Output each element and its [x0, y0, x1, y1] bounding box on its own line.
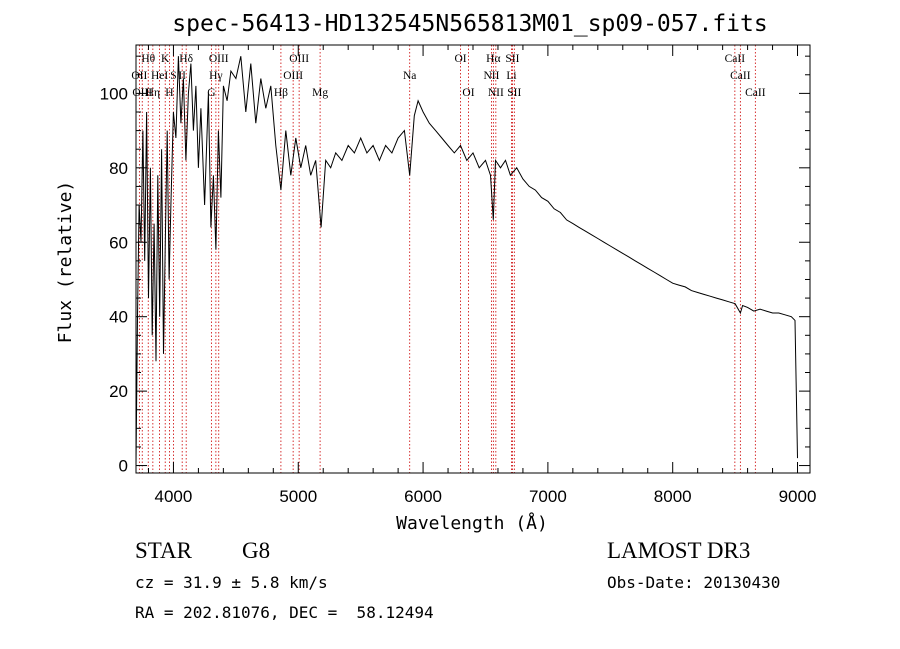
- x-axis: 4000 5000 6000 7000 8000 9000: [147, 45, 817, 506]
- x-tick-label: 7000: [529, 487, 567, 506]
- chart-title: spec-56413-HD132545N565813M01_sp09-057.f…: [172, 11, 767, 37]
- spectral-line-label: NII: [488, 87, 504, 99]
- spectral-line-label: Hγ: [209, 70, 222, 82]
- spectral-line-label: OIII: [209, 53, 229, 65]
- spectral-line-label: Hθ: [141, 53, 155, 65]
- y-axis-label: Flux (relative): [55, 181, 76, 344]
- plot-frame: [135, 44, 811, 474]
- object-class: STAR: [135, 538, 192, 563]
- object-subclass: G8: [242, 538, 271, 563]
- spectral-line-label: SII: [507, 87, 521, 99]
- x-tick-label: 8000: [654, 487, 692, 506]
- y-tick-label: 0: [119, 457, 128, 476]
- spectral-line-label: OIII: [289, 53, 309, 65]
- spectral-line-label: CaII: [730, 70, 751, 82]
- y-axis: 0 20 40 60 80 100: [100, 55, 810, 476]
- spectral-line-label: Hα: [486, 53, 500, 65]
- spectral-line-label: Hβ: [274, 87, 288, 99]
- y-tick-label: 100: [100, 84, 128, 103]
- spectral-line-label: OI: [462, 87, 474, 99]
- redshift-value: cz = 31.9 ± 5.8 km/s: [135, 573, 328, 592]
- y-tick-label: 20: [109, 382, 128, 401]
- spectral-line-label: S: [170, 70, 176, 82]
- x-tick-label: 6000: [404, 487, 442, 506]
- coordinates: RA = 202.81076, DEC = 58.12494: [135, 603, 434, 622]
- x-tick-label: 4000: [155, 487, 193, 506]
- spectral-line-label: CaII: [725, 53, 746, 65]
- spectral-line-label: Hη: [146, 87, 160, 99]
- spectral-line-label: NII: [483, 70, 499, 82]
- spectral-line-label: Mg: [312, 87, 328, 99]
- spectral-line-label: OI: [454, 53, 466, 65]
- observation-date: Obs-Date: 20130430: [607, 573, 781, 592]
- spectral-line-label: H: [165, 87, 173, 99]
- spectral-line-label: Na: [403, 70, 416, 82]
- x-axis-label: Wavelength (Å): [396, 512, 548, 534]
- spectral-line-label: CaII: [745, 87, 766, 99]
- survey-name: LAMOST DR3: [607, 538, 751, 563]
- spectral-line-label: OIII: [283, 70, 303, 82]
- spectral-line-label: SII: [505, 53, 519, 65]
- spectrum-line: [135, 56, 798, 466]
- spectral-line-label: K: [161, 53, 170, 65]
- spectral-line-label: HeI: [151, 70, 168, 82]
- spectral-line-label: Hδ: [179, 53, 193, 65]
- x-tick-label: 5000: [279, 487, 317, 506]
- x-tick-label: 9000: [779, 487, 817, 506]
- spectral-line-label: OII: [131, 70, 147, 82]
- y-tick-label: 80: [109, 159, 128, 178]
- spectral-line-label: Li: [506, 70, 516, 82]
- y-tick-label: 60: [109, 233, 128, 252]
- spectral-line-label: II: [178, 70, 186, 82]
- spectral-line-label: G: [207, 87, 215, 99]
- y-tick-label: 40: [109, 308, 128, 327]
- spectral-line-markers: [138, 45, 756, 473]
